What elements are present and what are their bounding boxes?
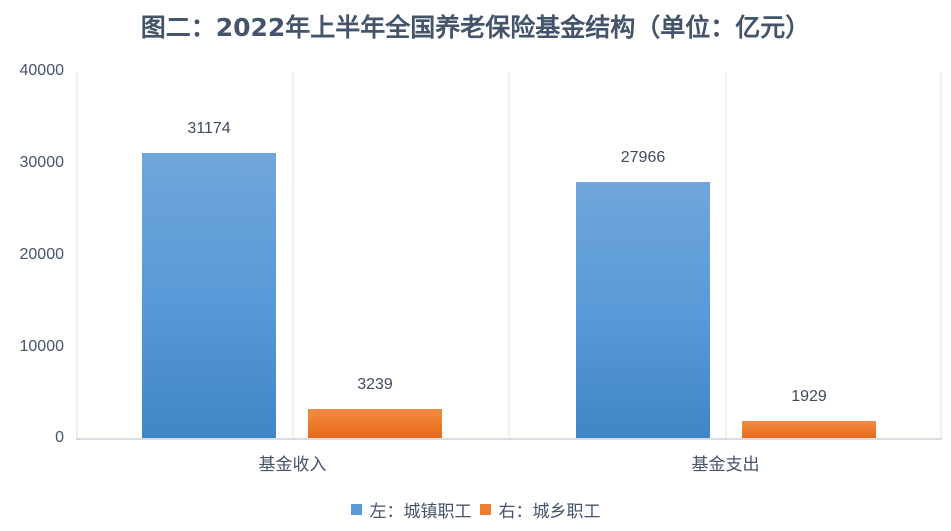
grid-line (725, 72, 727, 439)
legend-swatch-blue-icon (350, 504, 362, 515)
y-tick-40000: 40000 (19, 62, 65, 79)
plot-area (76, 72, 942, 439)
x-axis-line (76, 438, 942, 440)
y-tick-10000: 10000 (19, 338, 65, 355)
legend-item-urban[interactable]: 左：城镇职工 (350, 497, 472, 522)
bar-rural-income (308, 409, 442, 439)
grid-line (940, 72, 942, 439)
legend-label-rural: 右：城乡职工 (498, 502, 601, 522)
grid-line (292, 72, 294, 439)
y-tick-30000: 30000 (19, 154, 65, 171)
bar-urban-income (142, 153, 276, 439)
data-label-urban-income: 31174 (187, 120, 231, 137)
data-label-urban-expenditure: 27966 (620, 149, 666, 166)
y-tick-20000: 20000 (19, 246, 65, 263)
chart-title: 图二：2022年上半年全国养老保险基金结构（单位：亿元） (140, 13, 811, 42)
legend: 左：城镇职工 右：城乡职工 (0, 497, 951, 522)
grid-line (76, 72, 78, 439)
grid-line (508, 72, 510, 439)
bar-urban-expenditure (576, 182, 710, 439)
legend-item-rural[interactable]: 右：城乡职工 (479, 497, 601, 522)
data-label-rural-income: 3239 (357, 376, 393, 393)
x-category-income: 基金收入 (258, 455, 327, 475)
data-label-rural-expenditure: 1929 (791, 388, 827, 405)
bar-rural-expenditure (742, 421, 876, 439)
x-category-expenditure: 基金支出 (691, 455, 760, 475)
legend-label-urban: 左：城镇职工 (369, 502, 472, 522)
y-tick-0: 0 (55, 429, 64, 446)
legend-swatch-orange-icon (479, 504, 491, 515)
